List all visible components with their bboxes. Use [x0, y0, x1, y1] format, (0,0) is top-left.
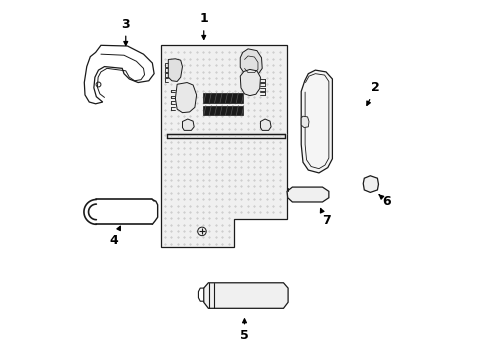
Text: 6: 6: [378, 195, 390, 208]
Text: 2: 2: [366, 81, 379, 105]
Polygon shape: [240, 69, 260, 96]
Polygon shape: [168, 59, 182, 81]
Text: 5: 5: [240, 319, 248, 342]
Bar: [202, 93, 243, 103]
Polygon shape: [84, 45, 154, 104]
Text: 1: 1: [199, 12, 208, 39]
Polygon shape: [161, 45, 286, 247]
Polygon shape: [182, 119, 194, 130]
Polygon shape: [301, 70, 332, 173]
Bar: [202, 105, 243, 116]
Text: 4: 4: [109, 226, 120, 247]
Polygon shape: [203, 283, 287, 308]
Polygon shape: [286, 187, 328, 202]
Text: 3: 3: [121, 18, 130, 45]
Polygon shape: [175, 82, 196, 113]
Polygon shape: [363, 176, 378, 192]
Polygon shape: [240, 49, 262, 76]
Text: 7: 7: [320, 208, 330, 227]
Polygon shape: [260, 119, 270, 130]
Polygon shape: [301, 116, 308, 127]
